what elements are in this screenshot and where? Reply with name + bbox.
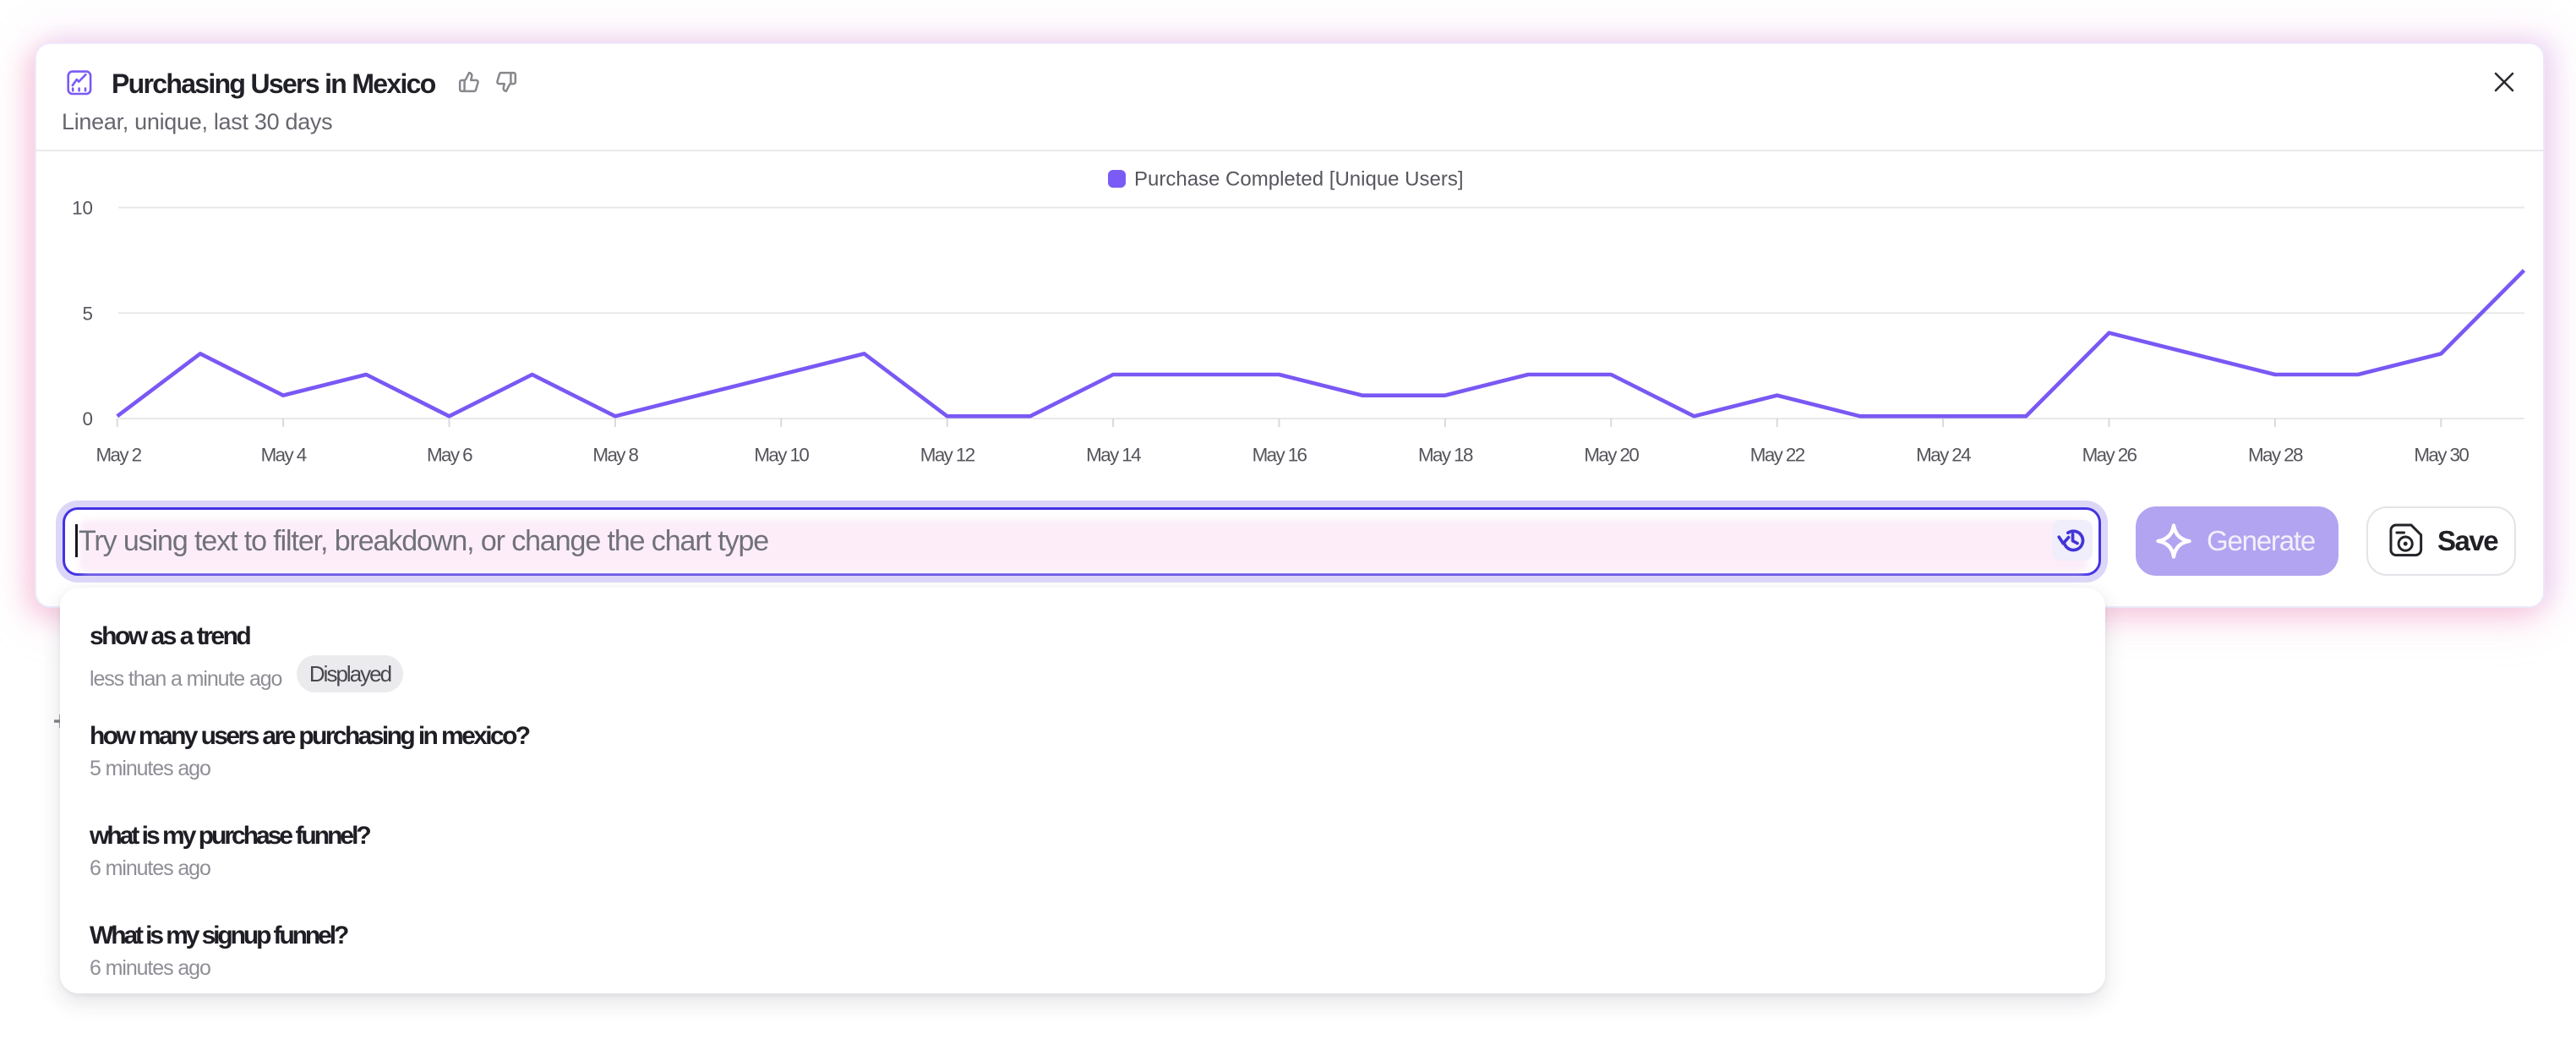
svg-text:May 28: May 28 (2248, 445, 2303, 466)
svg-text:May 26: May 26 (2082, 445, 2137, 466)
svg-text:May 24: May 24 (1916, 445, 1971, 466)
svg-text:10: 10 (72, 198, 93, 219)
svg-text:May 22: May 22 (1750, 445, 1805, 466)
svg-text:6 minutes ago: 6 minutes ago (90, 956, 210, 980)
svg-text:May 4: May 4 (261, 445, 307, 466)
svg-text:What is my signup funnel?: What is my signup funnel? (90, 922, 348, 949)
svg-text:May 16: May 16 (1253, 445, 1307, 466)
svg-text:Purchase Completed [Unique Use: Purchase Completed [Unique Users] (1134, 168, 1464, 191)
svg-text:May 10: May 10 (754, 445, 809, 466)
svg-text:May 30: May 30 (2414, 445, 2469, 466)
svg-text:less than a minute ago: less than a minute ago (90, 667, 282, 691)
svg-text:May 6: May 6 (427, 445, 472, 466)
svg-text:what is my purchase funnel?: what is my purchase funnel? (89, 822, 370, 850)
svg-text:May 20: May 20 (1584, 445, 1639, 466)
svg-text:5: 5 (83, 303, 93, 324)
svg-text:May 2: May 2 (96, 445, 142, 466)
svg-text:Linear, unique, last 30 days: Linear, unique, last 30 days (62, 109, 332, 134)
svg-text:May 18: May 18 (1418, 445, 1473, 466)
svg-text:May 14: May 14 (1086, 445, 1141, 466)
svg-text:May 8: May 8 (592, 445, 638, 466)
svg-text:Save: Save (2437, 525, 2498, 556)
svg-text:May 12: May 12 (920, 445, 975, 466)
svg-text:Displayed: Displayed (309, 661, 391, 687)
svg-text:0: 0 (83, 408, 93, 429)
svg-text:show as a trend: show as a trend (90, 622, 250, 650)
svg-text:Generate: Generate (2207, 525, 2315, 556)
svg-text:Try using text to filter, brea: Try using text to filter, breakdown, or … (79, 525, 768, 557)
svg-text:6 minutes ago: 6 minutes ago (90, 856, 210, 880)
svg-text:5 minutes ago: 5 minutes ago (90, 757, 210, 780)
svg-text:how many users are purchasing: how many users are purchasing in mexico? (90, 722, 530, 750)
svg-text:Purchasing Users in Mexico: Purchasing Users in Mexico (112, 68, 436, 99)
